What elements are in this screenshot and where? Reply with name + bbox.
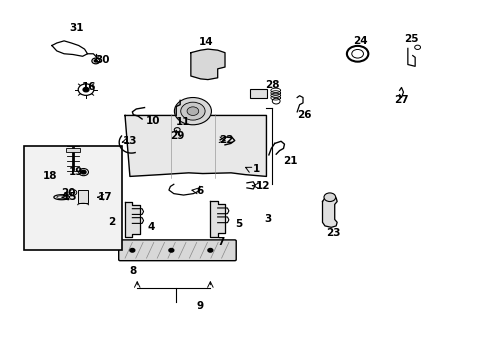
Text: 12: 12 <box>255 181 270 191</box>
Text: 6: 6 <box>196 186 203 196</box>
Polygon shape <box>125 202 140 237</box>
Bar <box>66 148 80 152</box>
FancyBboxPatch shape <box>119 240 236 261</box>
Text: 19: 19 <box>69 167 83 177</box>
Circle shape <box>181 102 204 120</box>
Circle shape <box>130 248 135 252</box>
Text: 17: 17 <box>98 192 113 202</box>
Text: 11: 11 <box>176 117 190 127</box>
Text: 10: 10 <box>145 116 160 126</box>
Text: 1: 1 <box>253 164 260 174</box>
Text: 2: 2 <box>108 217 115 227</box>
Text: 29: 29 <box>170 131 184 141</box>
Text: 18: 18 <box>43 171 58 181</box>
Text: 22: 22 <box>218 135 233 145</box>
Text: 16: 16 <box>82 82 97 93</box>
Text: 26: 26 <box>296 110 310 120</box>
Text: 9: 9 <box>196 301 203 311</box>
Circle shape <box>187 107 198 116</box>
Text: 24: 24 <box>352 36 367 46</box>
Text: 13: 13 <box>122 136 137 146</box>
Text: 27: 27 <box>393 95 408 105</box>
Text: 3: 3 <box>264 214 271 224</box>
Bar <box>78 190 88 203</box>
Bar <box>24 146 122 250</box>
Polygon shape <box>322 196 336 227</box>
Text: 25: 25 <box>403 35 418 44</box>
Text: 31: 31 <box>69 23 83 33</box>
Text: 5: 5 <box>235 219 242 229</box>
Text: 15: 15 <box>62 192 77 202</box>
Text: 14: 14 <box>199 37 213 47</box>
Circle shape <box>324 193 335 202</box>
Text: 8: 8 <box>129 266 137 276</box>
Text: 28: 28 <box>265 80 280 90</box>
Text: 4: 4 <box>147 222 154 231</box>
Circle shape <box>81 170 86 174</box>
Text: 7: 7 <box>217 237 224 247</box>
Text: 21: 21 <box>283 156 298 166</box>
Circle shape <box>94 60 97 62</box>
Polygon shape <box>125 116 266 176</box>
Bar <box>250 89 267 98</box>
Polygon shape <box>190 49 224 80</box>
Text: 20: 20 <box>61 188 75 198</box>
Text: 30: 30 <box>95 55 109 65</box>
Circle shape <box>83 87 89 92</box>
Circle shape <box>168 248 173 252</box>
Circle shape <box>174 98 211 125</box>
Text: 23: 23 <box>325 228 340 238</box>
Polygon shape <box>210 201 224 237</box>
Circle shape <box>207 248 212 252</box>
